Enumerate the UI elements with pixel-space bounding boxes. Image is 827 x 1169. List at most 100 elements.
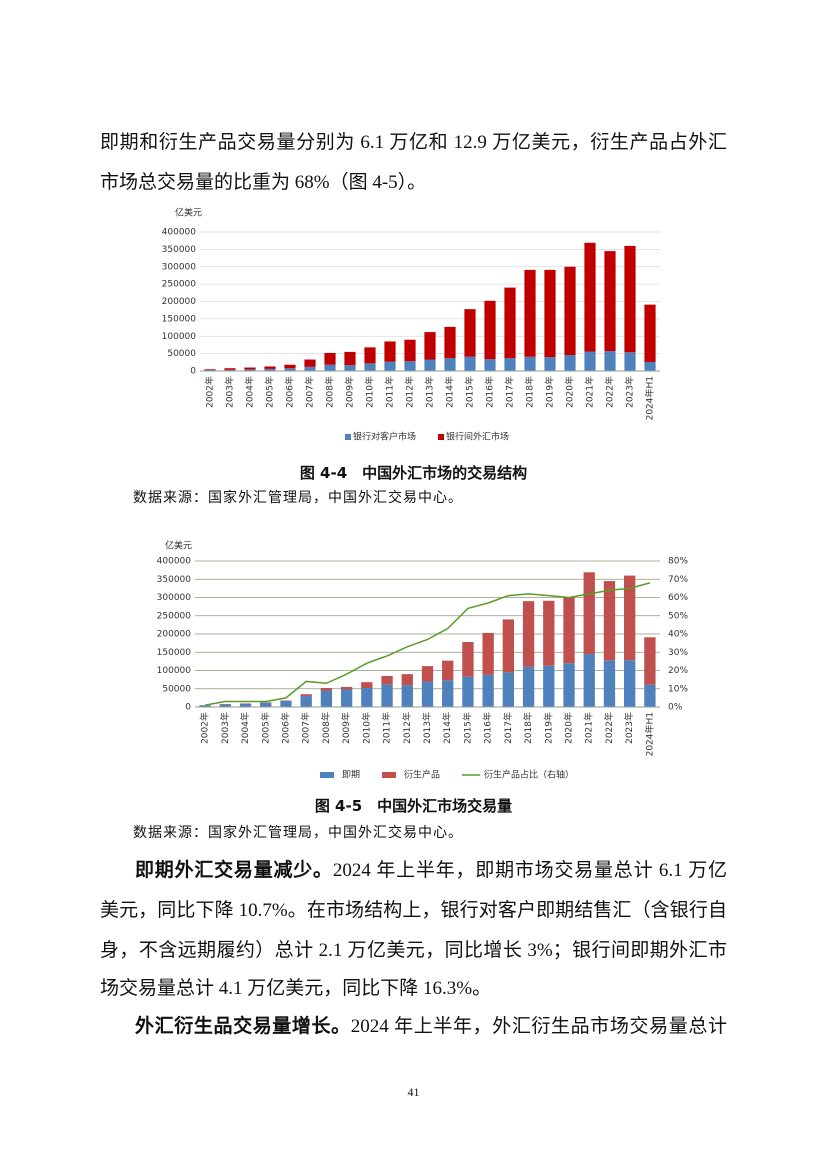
legend-label: 衍生产品 [404, 769, 440, 781]
chart: 亿美元 0 50000 100000 150000 200000 250000 300000 3… [157, 540, 689, 781]
bar [304, 359, 316, 367]
bar [384, 361, 396, 371]
bar [421, 681, 434, 707]
bar [603, 581, 616, 661]
x-tick-label: 2015年 [464, 376, 476, 408]
paragraph-line: 美元，同比下降 10.7%。在市场结构上，银行对客户即期结售汇（含银行自 [100, 900, 727, 921]
x-tick-label: 2018年 [524, 376, 536, 408]
y2-tick-label: 10% [668, 684, 688, 694]
bar [464, 309, 476, 357]
x-tick-label: 2020年 [563, 712, 575, 744]
y-tick-label: 350000 [157, 575, 192, 585]
bar [584, 351, 596, 371]
bar [340, 689, 353, 707]
bar [244, 369, 256, 371]
bar [442, 680, 454, 707]
figure-caption: 图 4-4 中国外汇市场的交易结构 [299, 464, 528, 482]
y2-tick-label: 0% [668, 703, 683, 713]
bar [344, 365, 356, 371]
x-tick-label: 2018年 [522, 712, 534, 744]
bar [603, 660, 616, 707]
x-tick-label: 2017年 [504, 376, 516, 408]
y-tick-label: 300000 [162, 262, 197, 272]
x-tick-label: 2019年 [544, 376, 556, 408]
bar [543, 665, 555, 707]
x-tick-label: 2019年 [542, 712, 554, 744]
bar [583, 654, 595, 707]
y-tick-label: 100000 [162, 332, 197, 342]
lead-text: 即期外汇交易量减少。 [135, 860, 333, 881]
bar [324, 364, 336, 371]
bar [484, 359, 496, 371]
bar [381, 675, 393, 685]
bar [344, 351, 356, 366]
page-number: 41 [407, 1085, 420, 1099]
lead-text: 外汇衍生品交易量增长。 [135, 1016, 351, 1037]
bar [340, 686, 353, 690]
x-tick-label: 2022年 [604, 376, 616, 408]
bar [524, 356, 536, 371]
y-tick-label: 400000 [162, 228, 197, 238]
bar [284, 364, 296, 369]
bar [522, 666, 535, 707]
x-tick-label: 2013年 [424, 376, 436, 408]
bar [563, 663, 575, 707]
y2-tick-label: 80% [668, 557, 688, 567]
x-tick-label: 2023年 [623, 712, 635, 744]
bar [604, 251, 616, 352]
bar [482, 632, 494, 675]
paragraph-line: 场交易量总计 4.1 万亿美元，同比下降 16.3%。 [100, 978, 492, 999]
x-tick-label: 2021年 [584, 376, 596, 408]
x-tick-label: 2022年 [603, 712, 615, 744]
bar [304, 366, 316, 371]
paragraph-line: 身，不含远期履约）总计 2.1 万亿美元，同比增长 3%；银行间即期外汇市 [100, 940, 727, 961]
bar [284, 368, 296, 371]
y2-tick-label: 20% [668, 666, 688, 676]
legend-swatch [382, 772, 397, 778]
x-tick-label: 2007年 [300, 712, 312, 744]
bar [300, 694, 312, 697]
bar [442, 660, 454, 681]
legend-label: 银行对客户市场 [353, 431, 416, 443]
y-tick-label: 0 [185, 703, 191, 713]
legend-label: 衍生产品占比（右轴） [484, 769, 574, 781]
bar [320, 690, 333, 707]
bar [544, 269, 556, 358]
x-tick-label: 2002年 [204, 376, 216, 408]
x-tick-label: 2003年 [219, 712, 231, 744]
bar [320, 688, 333, 691]
bar [224, 368, 236, 370]
bar [624, 575, 636, 661]
x-tick-label: 2012年 [404, 376, 416, 408]
bar [204, 369, 216, 371]
bar [484, 300, 496, 360]
y2-tick-label: 60% [668, 593, 688, 603]
x-tick-label: 2002年 [199, 712, 211, 744]
x-tick-label: 2008年 [324, 376, 336, 408]
bar [504, 358, 516, 371]
legend-swatch [320, 772, 334, 778]
bar [401, 674, 413, 686]
x-tick-label: 2017年 [502, 712, 514, 744]
bar [644, 637, 656, 685]
x-tick-label: 2014年 [441, 712, 453, 744]
bar [624, 245, 636, 353]
x-tick-label: 2009年 [344, 376, 356, 408]
x-tick-label: 2006年 [279, 712, 291, 744]
bar [384, 341, 396, 362]
bar [522, 601, 535, 667]
bar [462, 642, 474, 677]
bar [644, 684, 656, 707]
bar [280, 700, 292, 707]
bar [260, 702, 272, 707]
bar [502, 619, 515, 673]
text-line: 市场总交易量的比重为 68%（图 4-5）。 [100, 172, 427, 193]
legend-swatch [345, 434, 351, 440]
bar [624, 352, 636, 371]
legend-swatch [438, 434, 445, 440]
x-tick-label: 2016年 [482, 712, 494, 744]
bar [543, 600, 555, 666]
x-tick-label: 2005年 [259, 712, 271, 744]
y-tick-label: 300000 [157, 593, 192, 603]
